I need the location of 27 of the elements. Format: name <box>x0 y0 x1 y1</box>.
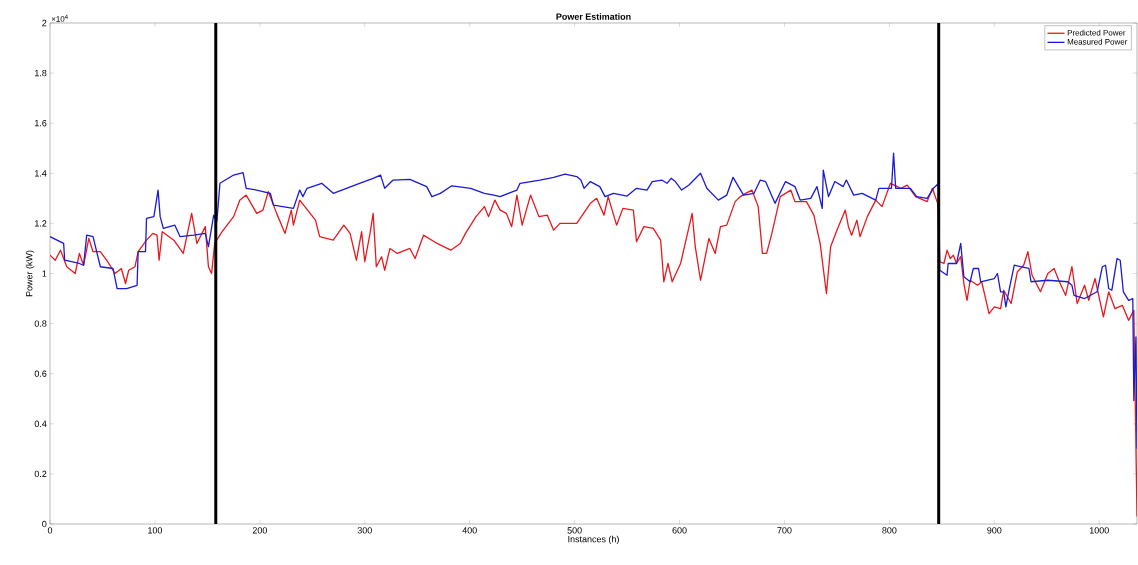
x-tick-label: 0 <box>47 527 53 534</box>
y-tick-label: 1.6 <box>35 120 47 127</box>
x-tick-label: 700 <box>777 527 792 534</box>
y-axis-title: Power (kW) <box>25 250 35 297</box>
line-series <box>50 182 1137 518</box>
x-tick-label: 600 <box>672 527 687 534</box>
y-tick-label: 0.8 <box>34 320 47 327</box>
y-tick-label: 1.8 <box>35 69 47 77</box>
y-tick-label: 0 <box>42 520 47 528</box>
y-tick-label: 2 <box>42 19 47 27</box>
x-tick-label: 400 <box>462 527 477 534</box>
y-tick-label: 0.4 <box>34 420 47 427</box>
x-tick-label: 900 <box>987 527 1002 534</box>
y-tick-label: 1.4 <box>35 170 47 177</box>
x-tick-label: 100 <box>148 527 163 534</box>
line-series <box>50 152 1137 450</box>
chart-title: Power Estimation <box>556 13 631 20</box>
y-tick-label: 1.2 <box>35 220 47 227</box>
x-axis-title: Instances (h) <box>568 535 619 545</box>
x-tick-label: 500 <box>567 527 582 534</box>
y-tick-label: 1 <box>42 270 47 277</box>
x-tick-label: 800 <box>882 527 897 534</box>
y-tick-label: 0.6 <box>34 370 47 377</box>
y-tick-label: 0.2 <box>34 470 47 478</box>
x-tick-label: 300 <box>357 527 372 534</box>
x-tick-label: 1000 <box>1089 527 1109 534</box>
x-tick-label: 200 <box>252 527 267 534</box>
